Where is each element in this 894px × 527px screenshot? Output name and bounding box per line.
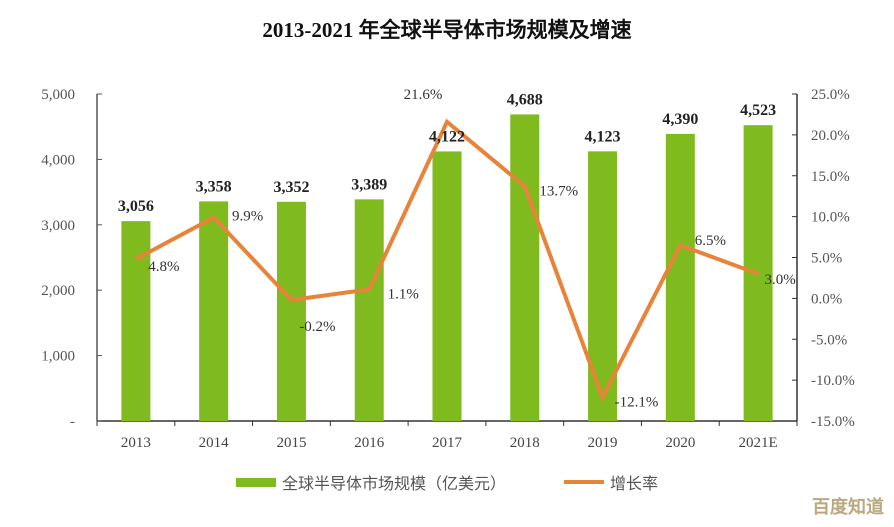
right-axis-tick-label: 15.0%: [811, 169, 850, 185]
legend-item-growth-rate[interactable]: 增长率: [564, 470, 658, 494]
growth-rate-label: -0.2%: [299, 319, 335, 335]
legend-label-market-size: 全球半导体市场规模（亿美元）: [281, 476, 506, 493]
bar-value-label: 4,390: [662, 111, 698, 128]
bar-value-label: 4,122: [429, 128, 465, 145]
left-axis-tick-label: 5,000: [41, 87, 75, 103]
left-axis-tick-label: 1,000: [41, 349, 75, 365]
line-swatch-icon: [564, 480, 604, 484]
growth-rate-label: 6.5%: [695, 233, 726, 249]
growth-rate-label: 4.8%: [148, 259, 179, 275]
x-axis-tick-label: 2019: [588, 435, 618, 451]
x-axis-tick-label: 2015: [276, 435, 306, 451]
growth-rate-label: 1.1%: [388, 286, 419, 302]
bar-market-size: [199, 201, 229, 421]
x-axis-tick-label: 2013: [121, 435, 151, 451]
right-axis-tick-label: -10.0%: [811, 373, 855, 389]
bar-value-label: 4,123: [585, 128, 621, 145]
left-axis-tick-label: 2,000: [41, 283, 75, 299]
bar-value-label: 3,358: [196, 178, 232, 195]
bar-market-size: [432, 151, 462, 421]
bar-value-label: 3,352: [273, 179, 309, 196]
left-axis-tick-label: 3,000: [41, 218, 75, 234]
left-axis-tick-label: -: [70, 414, 75, 430]
legend-item-market-size[interactable]: 全球半导体市场规模（亿美元）: [235, 470, 506, 494]
right-axis-tick-label: 20.0%: [811, 128, 850, 144]
bar-value-label: 3,389: [351, 176, 387, 193]
x-axis-tick-label: 2018: [510, 435, 540, 451]
x-axis-tick-label: 2016: [354, 435, 385, 451]
chart-title: 2013-2021 年全球半导体市场规模及增速: [262, 18, 632, 42]
x-axis-tick-label: 2020: [665, 435, 695, 451]
growth-rate-label: 21.6%: [404, 87, 443, 103]
growth-rate-line: [134, 118, 759, 403]
bar-market-size: [276, 201, 306, 421]
bar-value-label: 4,688: [507, 91, 543, 108]
growth-rate-label: 9.9%: [232, 208, 263, 224]
bar-market-size: [121, 221, 151, 421]
legend-label-growth-rate: 增长率: [610, 476, 659, 493]
bar-swatch-icon: [235, 477, 276, 487]
right-axis-tick-label: 10.0%: [811, 210, 850, 226]
bar-value-label: 3,056: [118, 198, 154, 215]
right-axis-tick-label: 25.0%: [811, 87, 850, 103]
right-axis-tick-label: -15.0%: [811, 414, 855, 430]
watermark-logo: 百度知道: [812, 497, 884, 518]
bar-market-size: [510, 114, 540, 422]
legend: 全球半导体市场规模（亿美元） 增长率: [0, 470, 894, 494]
growth-rate-label: 13.7%: [539, 183, 578, 199]
bar-market-size: [665, 133, 695, 422]
bar-value-label: 4,523: [740, 102, 776, 119]
x-axis-tick-label: 2014: [199, 435, 230, 451]
left-axis-tick-label: 4,000: [41, 152, 75, 168]
right-axis-tick-label: -5.0%: [811, 332, 847, 348]
growth-rate-label: -12.1%: [615, 394, 659, 410]
x-axis-tick-label: 2021E: [739, 435, 778, 451]
x-axis-tick-label: 2017: [432, 435, 463, 451]
growth-rate-label: 3.0%: [764, 272, 795, 288]
right-axis-tick-label: 0.0%: [811, 291, 842, 307]
right-axis-tick-label: 5.0%: [811, 251, 842, 267]
bar-market-size: [354, 199, 384, 421]
